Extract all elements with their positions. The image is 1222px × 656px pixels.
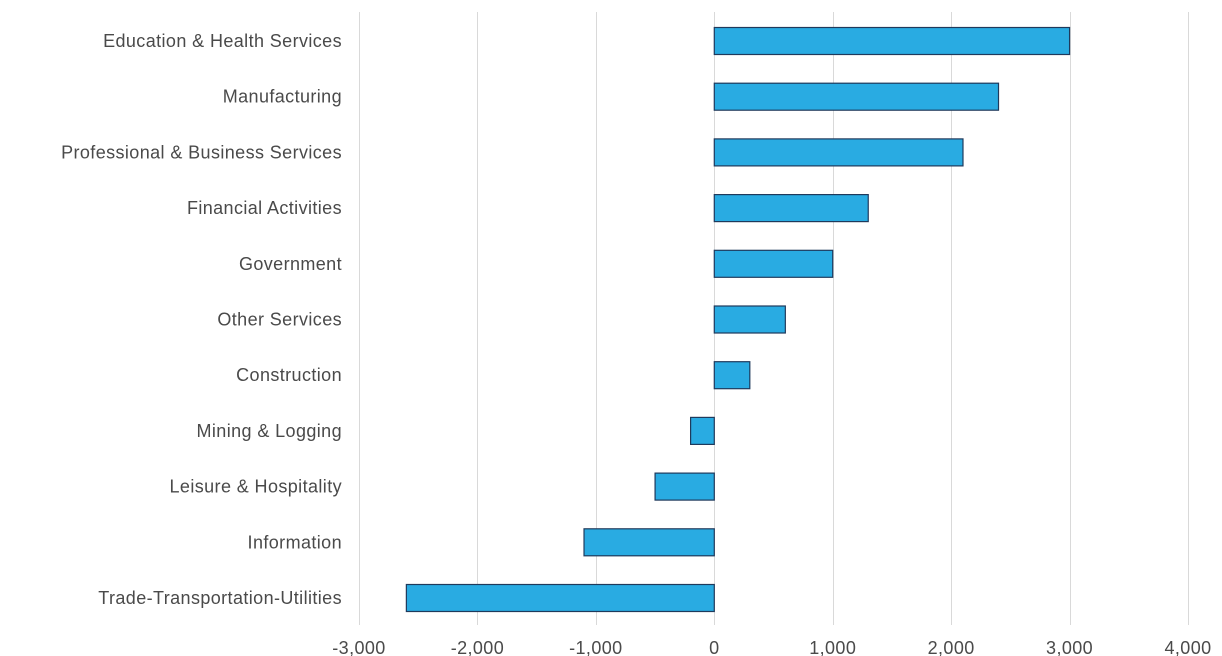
x-tick-label: 2,000 (928, 638, 975, 656)
bar (689, 416, 715, 445)
bars (405, 26, 1071, 613)
category-label: Other Services (217, 310, 342, 330)
category-label: Financial Activities (187, 198, 342, 218)
category-label: Professional & Business Services (61, 142, 342, 162)
category-label: Government (239, 254, 342, 274)
category-labels: Education & Health Services Manufacturing… (61, 31, 342, 608)
category-label: Trade-Transportation-Utilities (98, 588, 342, 608)
bar (583, 528, 715, 557)
x-tick-label: 4,000 (1164, 638, 1211, 656)
bar (405, 583, 715, 613)
category-label: Mining & Logging (197, 421, 343, 441)
x-axis-tick-labels: -3,000 -2,000 -1,000 0 1,000 2,000 3,000 4,000 (332, 638, 1211, 656)
bar (713, 82, 1000, 111)
category-label: Manufacturing (223, 87, 342, 107)
x-tick-label: -3,000 (332, 638, 385, 656)
bar (713, 361, 751, 390)
bar (713, 249, 834, 278)
x-tick-label: 0 (709, 638, 719, 656)
bar (713, 26, 1071, 56)
gridlines (359, 12, 1189, 625)
bar (713, 305, 786, 334)
category-label: Leisure & Hospitality (170, 477, 342, 497)
bar (713, 138, 964, 167)
x-tick-label: 3,000 (1046, 638, 1093, 656)
category-label: Information (248, 532, 342, 552)
x-tick-label: 1,000 (809, 638, 856, 656)
category-label: Construction (236, 365, 342, 385)
category-label: Education & Health Services (103, 31, 342, 51)
bar (713, 194, 869, 223)
x-tick-label: -2,000 (451, 638, 504, 656)
bar (654, 472, 715, 501)
x-tick-label: -1,000 (569, 638, 622, 656)
